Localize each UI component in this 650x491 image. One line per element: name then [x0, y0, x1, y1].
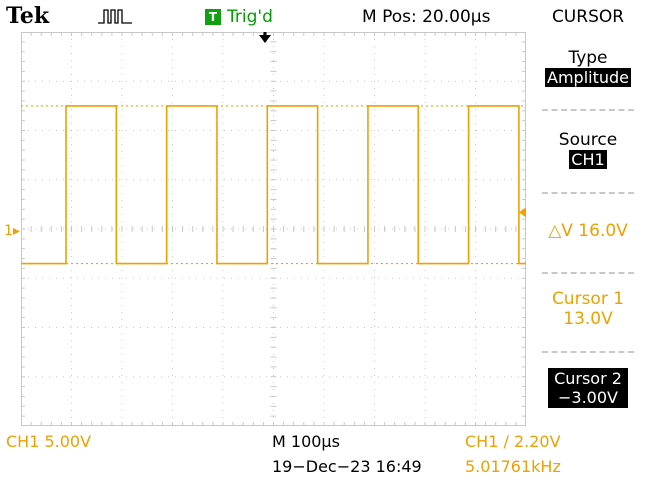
frequency-readout: 5.01761kHz — [465, 457, 561, 476]
tek-logo: Tek — [6, 3, 50, 29]
horizontal-position-readout: M Pos: 20.00µs — [362, 7, 491, 27]
ch1-ground-marker: 1▸ — [4, 223, 20, 239]
cursor-2-box: Cursor 2 −3.00V — [548, 368, 628, 408]
datetime-readout: 19−Dec−23 16:49 — [272, 457, 422, 476]
menu-separator — [542, 192, 634, 194]
cursor-2-value: −3.00V — [558, 388, 618, 407]
menu-type-label: Type — [568, 48, 608, 68]
menu-title: CURSOR — [551, 7, 625, 27]
trigger-state-label: Trig'd — [227, 7, 273, 27]
menu-source[interactable]: Source CH1 — [536, 130, 640, 169]
pulse-icon — [98, 9, 132, 24]
menu-source-label: Source — [558, 130, 618, 150]
trigger-status: T Trig'd — [205, 7, 273, 27]
menu-type[interactable]: Type Amplitude — [536, 48, 640, 87]
square-wave-trace — [21, 105, 526, 265]
waveform-display — [21, 32, 526, 426]
menu-delta-readout: △V 16.0V — [536, 221, 640, 241]
menu-separator — [542, 109, 634, 111]
waveform-trace — [21, 105, 526, 265]
cursor-1-label: Cursor 1 — [551, 289, 625, 309]
menu-source-value: CH1 — [569, 150, 607, 169]
trigger-level-readout: CH1 ∕ 2.20V — [465, 432, 561, 451]
ch1-scale-readout: CH1 5.00V — [6, 432, 92, 451]
menu-cursor-1[interactable]: Cursor 1 13.0V — [536, 289, 640, 329]
menu-type-value: Amplitude — [545, 68, 631, 87]
trigger-level-marker — [519, 207, 526, 218]
grid-lines — [21, 32, 526, 426]
cursor-1-value: 13.0V — [563, 309, 613, 329]
graticule-svg — [21, 32, 526, 426]
trigger-arrow-icon — [259, 32, 271, 43]
trigger-state-badge: T — [205, 9, 221, 25]
menu-cursor-2[interactable]: Cursor 2 −3.00V — [536, 368, 640, 408]
cursor-2-label: Cursor 2 — [554, 369, 622, 388]
menu-separator — [542, 272, 634, 274]
timebase-readout: M 100µs — [272, 432, 340, 451]
cursor-side-menu: Type Amplitude Source CH1 △V 16.0V Curso… — [536, 32, 640, 426]
menu-separator — [542, 351, 634, 353]
delta-voltage-readout: △V 16.0V — [548, 221, 628, 241]
